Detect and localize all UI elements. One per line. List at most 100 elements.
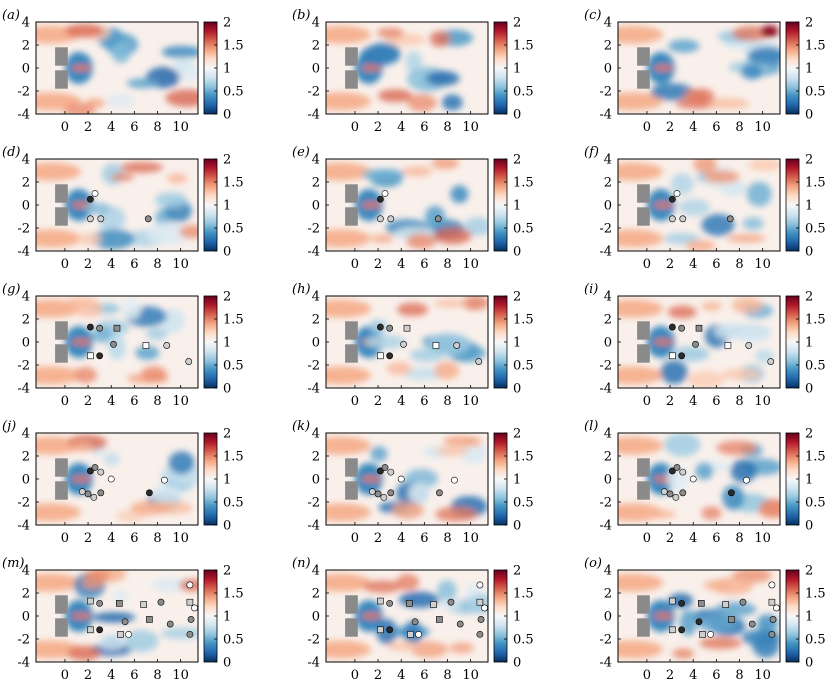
panel-label: (e): [292, 145, 310, 160]
colorbar: 0 0.5 1 1.5 2: [493, 16, 534, 123]
colorbar-tick-label: 0: [223, 108, 231, 123]
y-tick-label: 2: [604, 313, 612, 328]
sensor-circle-marker: [660, 488, 668, 496]
panel-label: (o): [584, 556, 602, 571]
y-tick-label: -2: [599, 496, 612, 511]
y-tick-label: 0: [604, 199, 612, 214]
sensor-circle-marker: [678, 599, 686, 607]
colorbar-tick-label: 1: [223, 473, 231, 488]
sensor-square-marker: [728, 616, 735, 623]
vorticity-field: [326, 296, 488, 388]
vorticity-field: [618, 296, 780, 388]
sensor-circle-marker: [415, 631, 422, 638]
colorbar-tick-label: 2: [805, 16, 813, 31]
x-tick-label: 8: [735, 120, 743, 135]
y-tick-label: -4: [17, 519, 30, 534]
sensor-circle-marker: [376, 195, 384, 203]
y-tick-label: 0: [312, 199, 320, 214]
colorbar-tick-label: 0: [223, 656, 231, 671]
sensor-square-marker: [117, 631, 124, 638]
sensor-circle-marker: [163, 342, 171, 349]
colorbar-tick-label: 2: [805, 564, 813, 579]
sensor-circle-marker: [748, 620, 756, 628]
colorbar-tick-label: 0.5: [805, 633, 826, 648]
colorbar-tick-label: 1.5: [223, 39, 244, 54]
x-tick-label: 6: [130, 394, 138, 409]
x-tick-label: 8: [153, 120, 161, 135]
x-tick-label: 10: [172, 257, 189, 272]
colorbar-tick-label: 1: [223, 336, 231, 351]
x-tick-label: 6: [712, 531, 720, 546]
sensor-square-marker: [87, 597, 94, 605]
y-tick-label: -2: [17, 496, 30, 511]
x-tick-label: 10: [462, 394, 479, 409]
x-tick-label: 2: [666, 120, 674, 135]
sensor-circle-marker: [381, 464, 389, 471]
sensor-circle-marker: [773, 604, 780, 612]
y-tick-label: 2: [604, 39, 612, 54]
y-tick-label: 4: [312, 290, 320, 305]
colorbar-tick-label: 0.5: [223, 359, 244, 374]
sensor-circle-marker: [678, 324, 686, 332]
y-tick-label: 4: [312, 153, 320, 168]
sensor-markers: [86, 323, 193, 365]
y-tick-label: 0: [604, 610, 612, 625]
colorbar-tick-label: 0.5: [513, 222, 534, 237]
sensor-circle-marker: [86, 323, 94, 331]
sensor-markers: [660, 464, 750, 501]
colorbar-tick-label: 1.5: [805, 450, 826, 465]
x-tick-label: 0: [351, 668, 359, 683]
y-tick-label: 4: [604, 564, 612, 579]
sensor-circle-marker: [185, 358, 193, 365]
sensor-markers: [368, 464, 458, 501]
y-tick-label: 4: [22, 564, 30, 579]
cylinders: [637, 458, 650, 500]
vorticity-field: [36, 433, 198, 525]
x-tick-label: 10: [172, 120, 189, 135]
sensor-circle-marker: [374, 490, 382, 498]
colorbar-tick-label: 0: [223, 245, 231, 260]
x-tick-label: 2: [84, 531, 92, 546]
x-tick-label: 0: [351, 394, 359, 409]
sensor-circle-marker: [739, 598, 747, 606]
sensor-circle-marker: [166, 620, 174, 628]
sensor-square-marker: [436, 616, 443, 623]
y-tick-label: 4: [22, 290, 30, 305]
colorbar-tick-label: 1: [513, 336, 521, 351]
sensor-square-marker: [432, 342, 440, 349]
colorbar-tick-label: 0.5: [513, 85, 534, 100]
sensor-markers: [376, 190, 442, 223]
sensor-markers: [668, 323, 775, 365]
x-tick-label: 2: [374, 531, 382, 546]
cylinders: [637, 47, 650, 89]
x-tick-label: 4: [397, 531, 405, 546]
sensor-circle-marker: [121, 618, 129, 626]
y-tick-label: 0: [22, 62, 30, 77]
sensor-markers: [78, 464, 168, 501]
x-tick-label: 2: [84, 394, 92, 409]
x-tick-label: 6: [420, 531, 428, 546]
x-tick-label: 8: [443, 257, 451, 272]
sensor-circle-marker: [679, 489, 687, 497]
sensor-circle-marker: [387, 215, 395, 223]
y-tick-label: -4: [17, 656, 30, 671]
x-tick-label: 6: [130, 668, 138, 683]
sensor-circle-marker: [161, 476, 168, 484]
colorbar: 0 0.5 1 1.5 2: [203, 564, 244, 671]
vorticity-field: [326, 570, 488, 662]
x-tick-label: 10: [172, 531, 189, 546]
sensor-circle-marker: [86, 215, 94, 223]
y-tick-label: 0: [604, 62, 612, 77]
y-tick-label: -2: [599, 359, 612, 374]
x-tick-label: 2: [374, 257, 382, 272]
y-tick-label: -4: [307, 245, 320, 260]
colorbar: 0 0.5 1 1.5 2: [785, 16, 826, 123]
sensor-square-marker: [146, 616, 153, 623]
colorbar-tick-label: 0: [223, 382, 231, 397]
x-tick-label: 4: [689, 257, 697, 272]
cylinders: [55, 458, 68, 500]
colorbar-tick-label: 1: [805, 610, 813, 625]
y-tick-label: 4: [604, 16, 612, 31]
